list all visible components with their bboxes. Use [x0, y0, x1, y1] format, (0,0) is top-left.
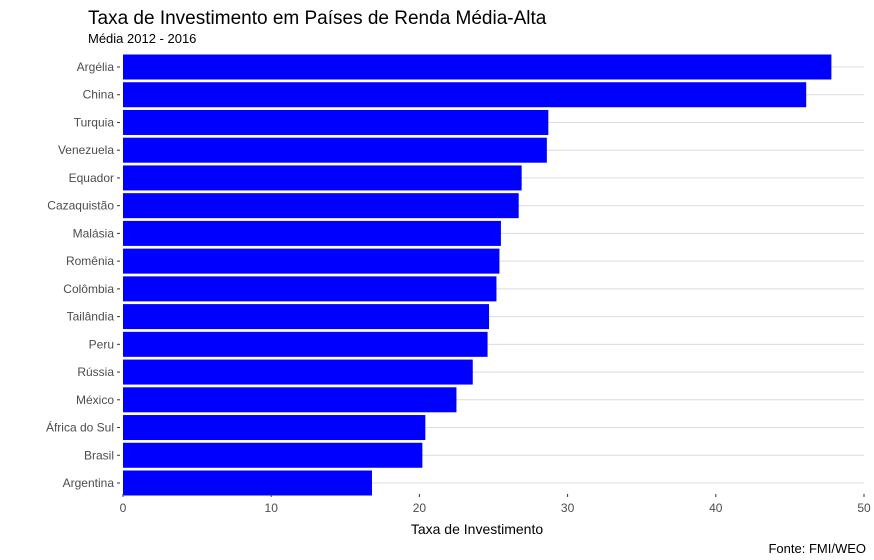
y-tick-label: Venezuela — [58, 143, 114, 157]
caption: Fonte: FMI/WEO — [768, 541, 866, 556]
bar — [123, 193, 519, 219]
y-tick-label: Argélia — [77, 60, 115, 74]
bar — [123, 165, 522, 191]
y-tick-label: Cazaquistão — [47, 199, 114, 213]
x-axis-label: Taxa de Investimento — [411, 521, 544, 537]
bar — [123, 248, 500, 274]
bar — [123, 304, 490, 330]
y-tick-label: Argentina — [63, 476, 115, 490]
bar — [123, 220, 501, 246]
x-tick-label: 30 — [561, 501, 575, 515]
chart-title: Taxa de Investimento em Países de Renda … — [88, 8, 547, 29]
chart-subtitle: Média 2012 - 2016 — [88, 31, 196, 46]
y-tick-label: Brasil — [84, 448, 114, 462]
x-tick-label: 20 — [413, 501, 427, 515]
bar — [123, 331, 488, 357]
x-tick-label: 0 — [120, 501, 127, 515]
y-tick-label: Malásia — [73, 226, 115, 240]
y-tick-label: Rússia — [77, 365, 114, 379]
x-tick-label: 50 — [857, 501, 871, 515]
x-tick-label: 40 — [709, 501, 723, 515]
y-tick-label: África do Sul — [46, 420, 114, 435]
y-tick-label: Equador — [69, 171, 114, 185]
y-tick-label: Romênia — [66, 254, 114, 268]
y-tick-label: China — [83, 88, 115, 102]
y-tick-label: Turquia — [74, 115, 115, 129]
bar — [123, 109, 549, 135]
y-tick-label: Peru — [89, 337, 114, 351]
bar — [123, 54, 832, 80]
bar — [123, 276, 497, 302]
bar — [123, 470, 372, 496]
y-tick-label: Tailândia — [67, 310, 115, 324]
bar — [123, 137, 547, 163]
bar — [123, 82, 807, 108]
x-tick-label: 10 — [265, 501, 279, 515]
bar — [123, 387, 457, 413]
y-tick-label: México — [76, 393, 114, 407]
bar — [123, 415, 426, 441]
bar — [123, 442, 423, 468]
bar — [123, 359, 473, 385]
y-tick-label: Colômbia — [63, 282, 114, 296]
